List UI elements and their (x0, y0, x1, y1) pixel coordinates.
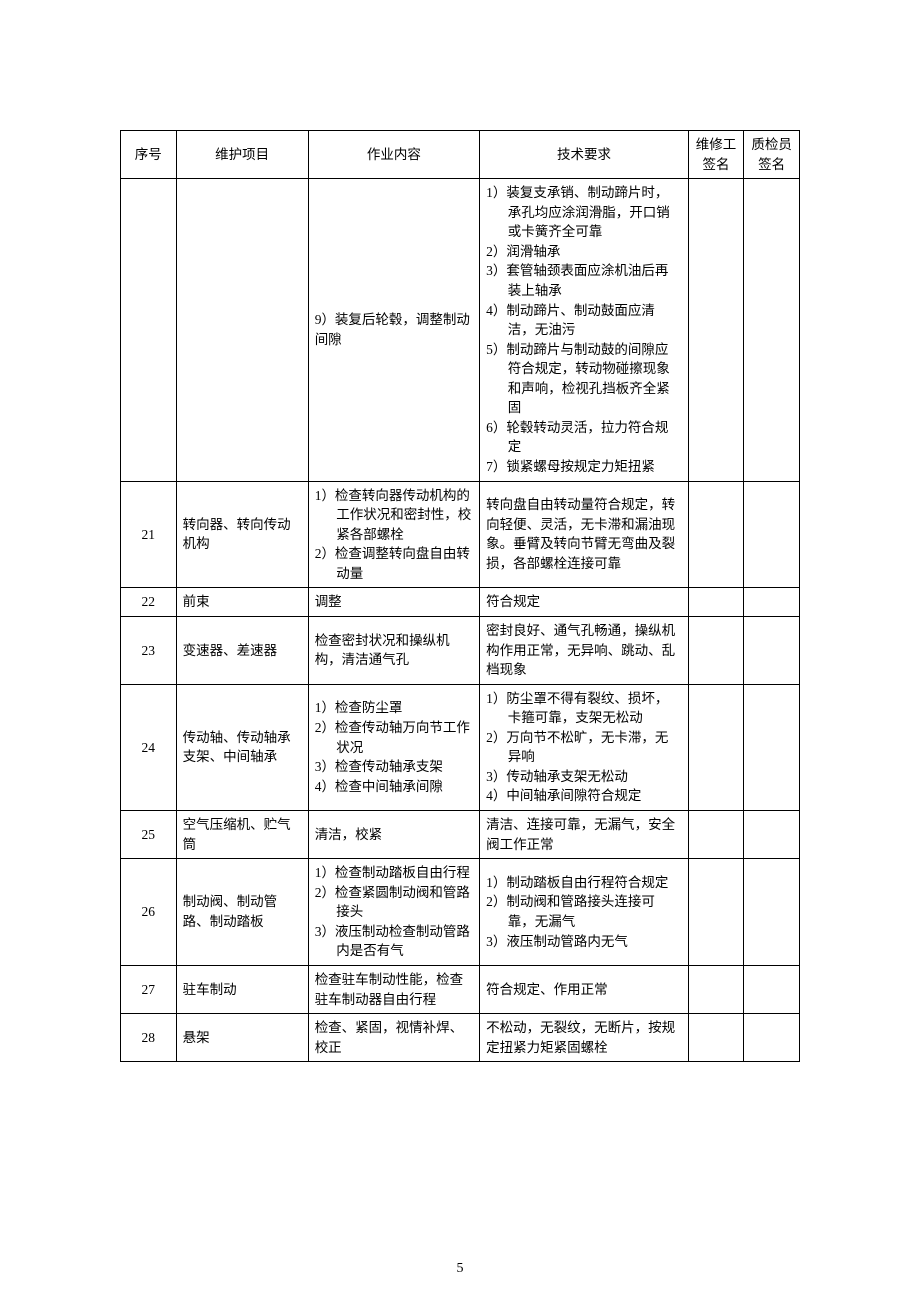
header-work: 作业内容 (308, 131, 479, 179)
cell-sig1 (688, 588, 744, 617)
cell-sig2 (744, 859, 800, 966)
cell-item: 驻车制动 (176, 965, 308, 1013)
table-row: 22前束调整符合规定 (121, 588, 800, 617)
cell-idx: 23 (121, 616, 177, 684)
table-row: 27驻车制动检查驻车制动性能，检查驻车制动器自由行程符合规定、作用正常 (121, 965, 800, 1013)
cell-item (176, 179, 308, 481)
page-number: 5 (0, 1261, 920, 1277)
cell-req: 转向盘自由转动量符合规定，转向轻便、灵活，无卡滞和漏油现象。垂臂及转向节臂无弯曲… (480, 481, 689, 588)
cell-item: 变速器、差速器 (176, 616, 308, 684)
table-row: 25空气压缩机、贮气筒清洁，校紧清洁、连接可靠，无漏气，安全阀工作正常 (121, 811, 800, 859)
cell-item: 空气压缩机、贮气筒 (176, 811, 308, 859)
cell-work: 9）装复后轮毂，调整制动间隙 (308, 179, 479, 481)
cell-item: 悬架 (176, 1014, 308, 1062)
cell-work: 1）检查制动踏板自由行程2）检查紧圆制动阀和管路接头3）液压制动检查制动管路内是… (308, 859, 479, 966)
cell-sig2 (744, 684, 800, 810)
cell-sig1 (688, 616, 744, 684)
cell-sig2 (744, 1014, 800, 1062)
maintenance-table: 序号 维护项目 作业内容 技术要求 维修工签名 质检员签名 9）装复后轮毂，调整… (120, 130, 800, 1062)
cell-work: 检查、紧固，视情补焊、校正 (308, 1014, 479, 1062)
cell-sig2 (744, 481, 800, 588)
table-row: 23变速器、差速器检查密封状况和操纵机构，清洁通气孔密封良好、通气孔畅通，操纵机… (121, 616, 800, 684)
cell-sig2 (744, 965, 800, 1013)
header-sig2: 质检员签名 (744, 131, 800, 179)
cell-sig1 (688, 859, 744, 966)
cell-req: 不松动，无裂纹，无断片，按规定扭紧力矩紧固螺栓 (480, 1014, 689, 1062)
cell-sig1 (688, 179, 744, 481)
table-body: 9）装复后轮毂，调整制动间隙1）装复支承销、制动蹄片时，承孔均应涂润滑脂，开口销… (121, 179, 800, 1062)
header-row: 序号 维护项目 作业内容 技术要求 维修工签名 质检员签名 (121, 131, 800, 179)
cell-sig2 (744, 588, 800, 617)
cell-item: 制动阀、制动管路、制动踏板 (176, 859, 308, 966)
cell-req: 密封良好、通气孔畅通，操纵机构作用正常，无异响、跳动、乱档现象 (480, 616, 689, 684)
header-sig1: 维修工签名 (688, 131, 744, 179)
cell-sig1 (688, 965, 744, 1013)
cell-item: 传动轴、传动轴承支架、中间轴承 (176, 684, 308, 810)
cell-item: 转向器、转向传动机构 (176, 481, 308, 588)
cell-sig1 (688, 684, 744, 810)
cell-work: 检查驻车制动性能，检查驻车制动器自由行程 (308, 965, 479, 1013)
cell-item: 前束 (176, 588, 308, 617)
cell-sig1 (688, 811, 744, 859)
table-row: 21转向器、转向传动机构1）检查转向器传动机构的工作状况和密封性，校紧各部螺栓2… (121, 481, 800, 588)
cell-sig2 (744, 179, 800, 481)
table-row: 24传动轴、传动轴承支架、中间轴承1）检查防尘罩2）检查传动轴万向节工作状况3）… (121, 684, 800, 810)
cell-sig2 (744, 811, 800, 859)
cell-work: 1）检查转向器传动机构的工作状况和密封性，校紧各部螺栓2）检查调整转向盘自由转动… (308, 481, 479, 588)
cell-sig1 (688, 481, 744, 588)
header-idx: 序号 (121, 131, 177, 179)
header-item: 维护项目 (176, 131, 308, 179)
cell-idx: 28 (121, 1014, 177, 1062)
cell-work: 清洁，校紧 (308, 811, 479, 859)
cell-req: 1）装复支承销、制动蹄片时，承孔均应涂润滑脂，开口销或卡簧齐全可靠2）润滑轴承3… (480, 179, 689, 481)
cell-work: 调整 (308, 588, 479, 617)
cell-req: 符合规定、作用正常 (480, 965, 689, 1013)
cell-work: 检查密封状况和操纵机构，清洁通气孔 (308, 616, 479, 684)
cell-idx: 25 (121, 811, 177, 859)
cell-idx (121, 179, 177, 481)
cell-work: 1）检查防尘罩2）检查传动轴万向节工作状况3）检查传动轴承支架4）检查中间轴承间… (308, 684, 479, 810)
cell-sig2 (744, 616, 800, 684)
cell-req: 符合规定 (480, 588, 689, 617)
cell-idx: 27 (121, 965, 177, 1013)
table-row: 28悬架检查、紧固，视情补焊、校正不松动，无裂纹，无断片，按规定扭紧力矩紧固螺栓 (121, 1014, 800, 1062)
cell-idx: 22 (121, 588, 177, 617)
table-row: 9）装复后轮毂，调整制动间隙1）装复支承销、制动蹄片时，承孔均应涂润滑脂，开口销… (121, 179, 800, 481)
cell-sig1 (688, 1014, 744, 1062)
cell-req: 1）防尘罩不得有裂纹、损坏，卡箍可靠，支架无松动2）万向节不松旷，无卡滞，无异响… (480, 684, 689, 810)
header-req: 技术要求 (480, 131, 689, 179)
table-row: 26制动阀、制动管路、制动踏板1）检查制动踏板自由行程2）检查紧圆制动阀和管路接… (121, 859, 800, 966)
cell-idx: 21 (121, 481, 177, 588)
cell-idx: 26 (121, 859, 177, 966)
cell-req: 清洁、连接可靠，无漏气，安全阀工作正常 (480, 811, 689, 859)
cell-req: 1）制动踏板自由行程符合规定2）制动阀和管路接头连接可靠，无漏气3）液压制动管路… (480, 859, 689, 966)
cell-idx: 24 (121, 684, 177, 810)
